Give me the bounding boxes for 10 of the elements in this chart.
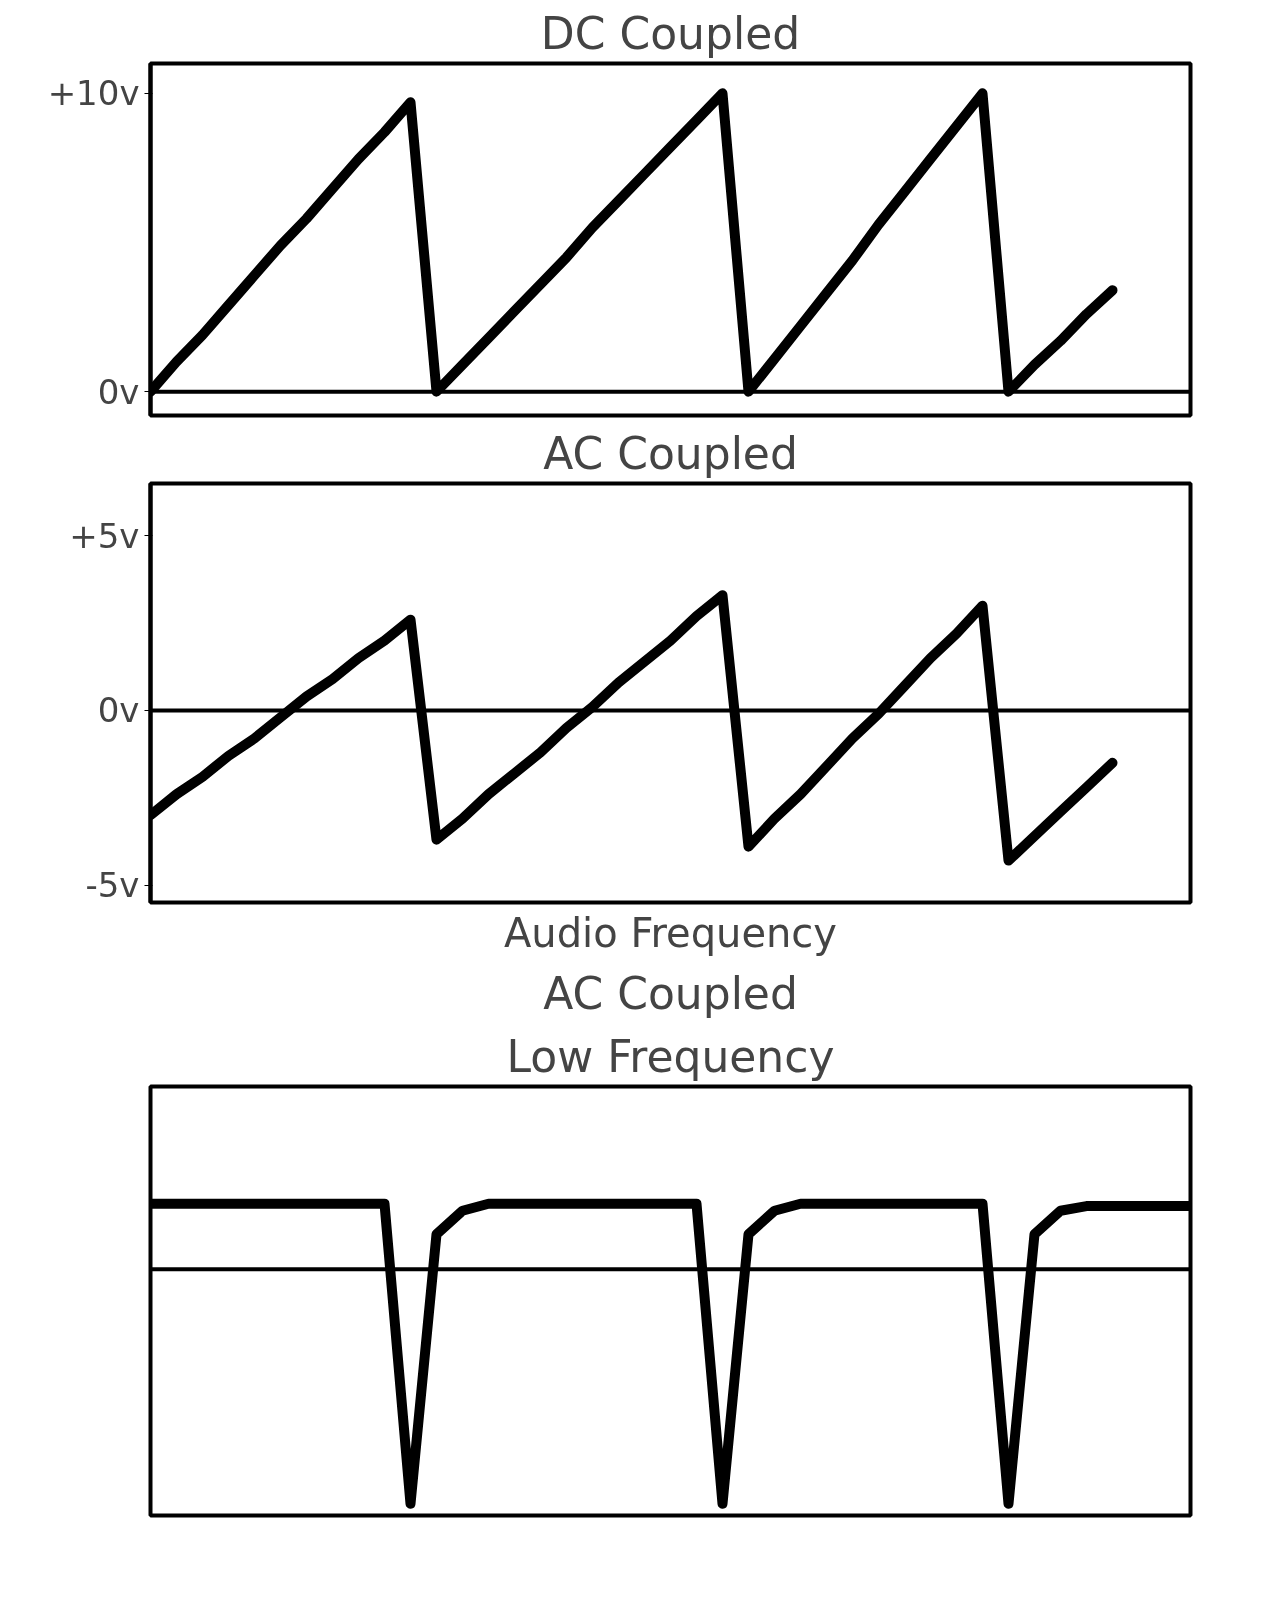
y-tick-label: 0v [97,690,140,731]
text: Audio Frequency [503,909,838,956]
chart-title: AC Coupled [543,967,798,1019]
y-tick-label: +5v [69,515,140,556]
chart-title: DC Coupled [540,7,801,59]
y-tick-label: 0v [97,371,140,412]
chart-subtitle: Low Frequency [506,1030,835,1082]
y-tick-label: +10v [47,73,140,114]
chart-title: AC Coupled [543,427,798,479]
y-tick-label: -5v [85,865,140,906]
